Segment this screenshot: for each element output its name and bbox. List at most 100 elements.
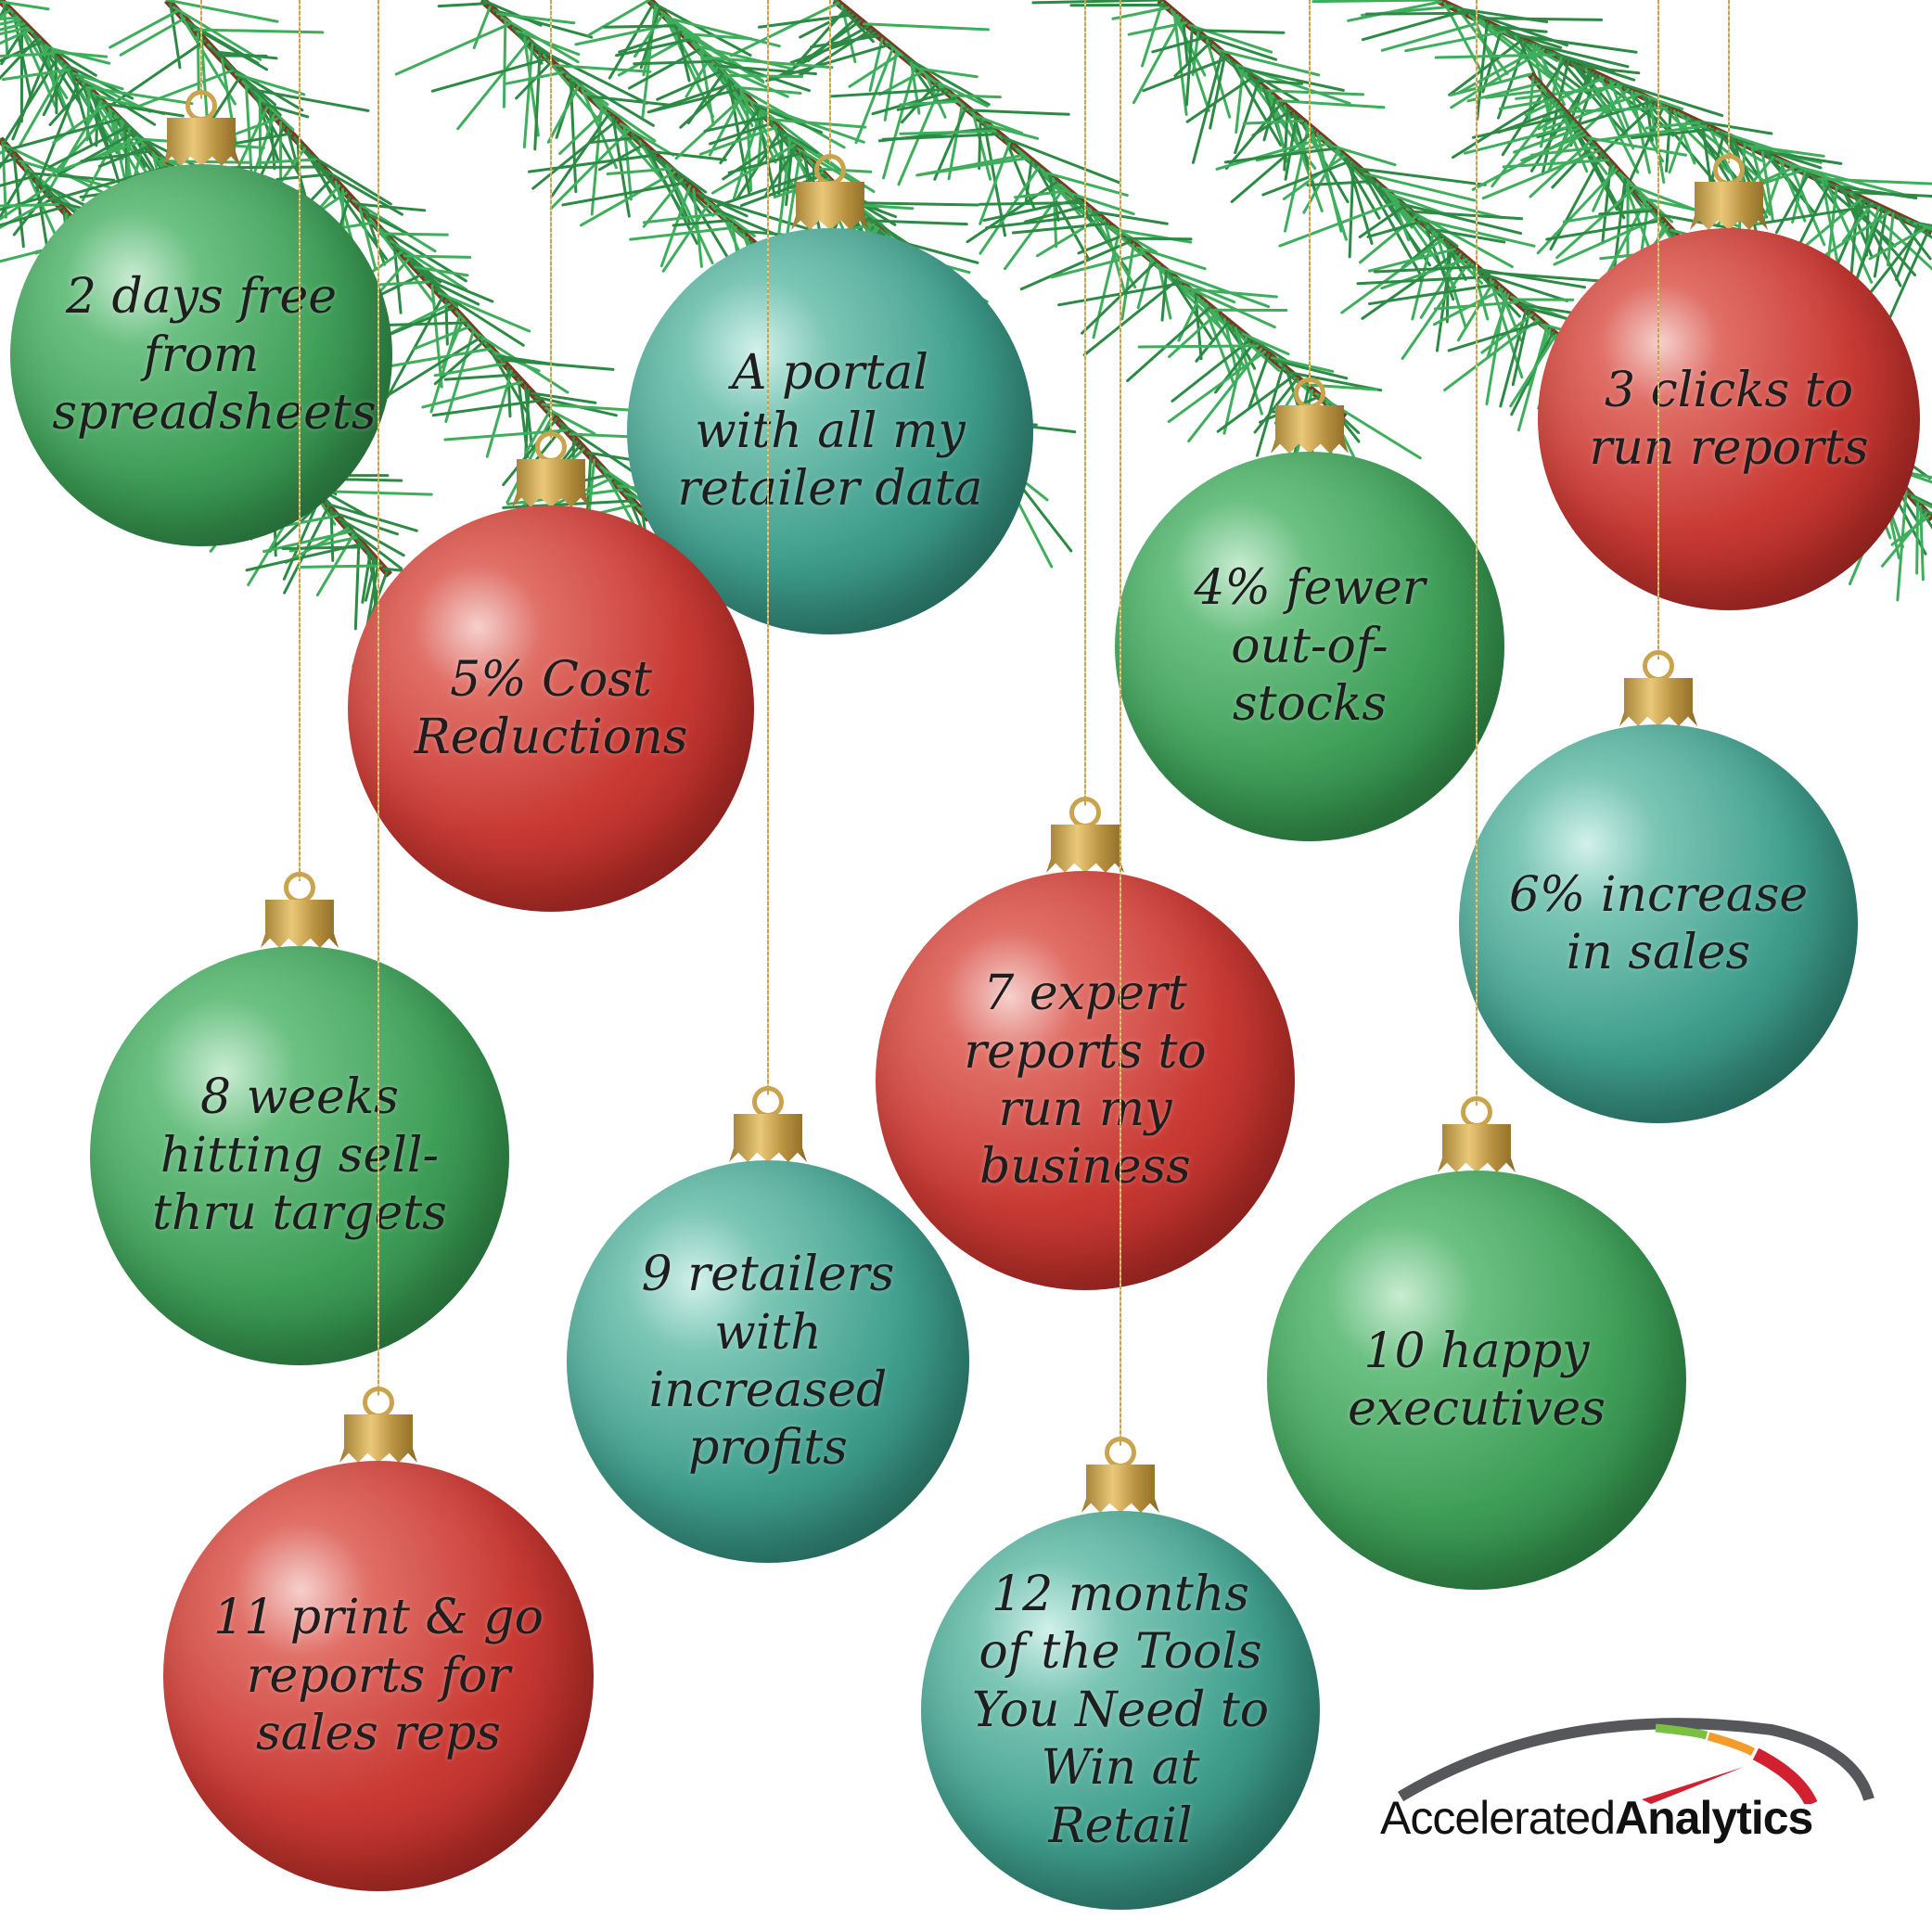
pine-needle (353, 539, 361, 631)
pine-needle (558, 109, 608, 156)
pine-needle (0, 16, 19, 20)
pine-needle (0, 156, 19, 166)
pine-needle (0, 0, 50, 11)
pine-needle (403, 254, 472, 259)
pine-needle (172, 6, 262, 61)
pine-needle (296, 564, 383, 569)
speedometer-icon (1397, 1718, 1874, 1808)
ornament-text: 9 retailers with increased profits (641, 1247, 895, 1477)
pine-needle (646, 147, 699, 245)
pine-needle (1346, 157, 1374, 245)
pine-needle (0, 28, 32, 45)
pine-needle (343, 523, 403, 570)
pine-needle (1356, 275, 1490, 286)
pine-needle (29, 172, 116, 182)
pine-needle (368, 217, 436, 305)
ornament-text: 11 print & go reports for sales reps (213, 1590, 544, 1762)
pine-needle (699, 50, 715, 127)
pine-needle (727, 151, 804, 174)
pine-needle (1551, 142, 1595, 189)
pine-needle (1896, 489, 1908, 602)
pine-needle (1230, 129, 1316, 203)
pine-needle (421, 380, 524, 409)
pine-needle (1481, 148, 1601, 200)
ornament-text: 5% Cost Reductions (414, 651, 688, 765)
pine-needle (97, 146, 149, 168)
pine-needle (1215, 136, 1325, 171)
pine-needle (1234, 82, 1260, 155)
pine-needle (109, 9, 179, 49)
pine-needle (1183, 285, 1276, 329)
pine-needle (713, 64, 817, 76)
pine-needle (1592, 164, 1616, 212)
pine-needle (0, 149, 13, 170)
pine-needle (1135, 246, 1207, 271)
pine-needle (189, 24, 269, 71)
pine-needle (757, 13, 855, 29)
pine-needle (677, 28, 765, 84)
pine-needle (619, 122, 675, 157)
pine-needle (1205, 38, 1232, 119)
ornament-text: 6% increase in sales (1508, 866, 1809, 980)
pine-needle (0, 52, 56, 58)
pine-needle (1471, 114, 1569, 139)
pine-needle (1760, 150, 1774, 222)
pine-needle (1223, 147, 1337, 164)
ornament-ring (284, 872, 315, 903)
ornament-cap (1438, 1124, 1516, 1172)
pine-needle (1598, 209, 1656, 216)
hanging-string (1728, 0, 1730, 163)
pine-needle (642, 177, 684, 228)
pine-needle (1447, 320, 1542, 352)
pine-needle (753, 104, 823, 134)
pine-needle (1471, 262, 1490, 321)
pine-needle (649, 149, 727, 161)
ornament-text: A portal with all my retailer data (677, 345, 983, 518)
pine-needle (629, 225, 737, 241)
pine-needle (0, 206, 63, 227)
pine-needle (646, 87, 740, 114)
pine-needle (416, 269, 494, 303)
pine-needle (1222, 335, 1248, 435)
pine-needle (1186, 288, 1278, 299)
hanging-string (200, 0, 202, 99)
pine-needle (661, 160, 692, 224)
pine-needle (881, 133, 1001, 141)
pine-needle (12, 190, 49, 237)
pine-needle (580, 171, 676, 227)
pine-needle (1205, 302, 1247, 370)
pine-needle (1330, 144, 1397, 167)
pine-needle (1545, 219, 1664, 241)
ornament: 9 retailers with increased profits (567, 1160, 969, 1563)
pine-needle (1448, 38, 1524, 96)
pine-needle (1841, 202, 1874, 243)
pine-needle (0, 22, 26, 32)
pine-needle (1003, 186, 1066, 271)
pine-needle (50, 50, 109, 58)
ornament: 6% increase in sales (1459, 724, 1858, 1123)
pine-needle (685, 58, 710, 98)
pine-needle (1358, 205, 1406, 238)
pine-needle (1512, 126, 1581, 154)
pine-needle (649, 0, 752, 58)
hanging-string (377, 0, 379, 1396)
pine-needle (1524, 76, 1606, 117)
pine-needle (1160, 270, 1168, 322)
ornament-ring (752, 1086, 784, 1118)
ornament: 10 happy executives (1267, 1171, 1686, 1590)
pine-needle (544, 406, 596, 436)
pine-needle (608, 2, 655, 80)
pine-needle (338, 518, 405, 557)
pine-needle (1361, 249, 1459, 320)
hanging-string (1309, 0, 1311, 387)
pine-needle (52, 104, 108, 145)
pine-needle (0, 40, 44, 63)
pine-needle (732, 109, 762, 200)
pine-needle (80, 149, 153, 163)
pine-needle (1694, 119, 1773, 135)
pine-needle (1647, 97, 1666, 185)
pine-needle (862, 22, 990, 32)
pine-needle (1381, 187, 1503, 219)
pine-needle (1902, 217, 1932, 239)
pine-needle (1746, 144, 1825, 158)
